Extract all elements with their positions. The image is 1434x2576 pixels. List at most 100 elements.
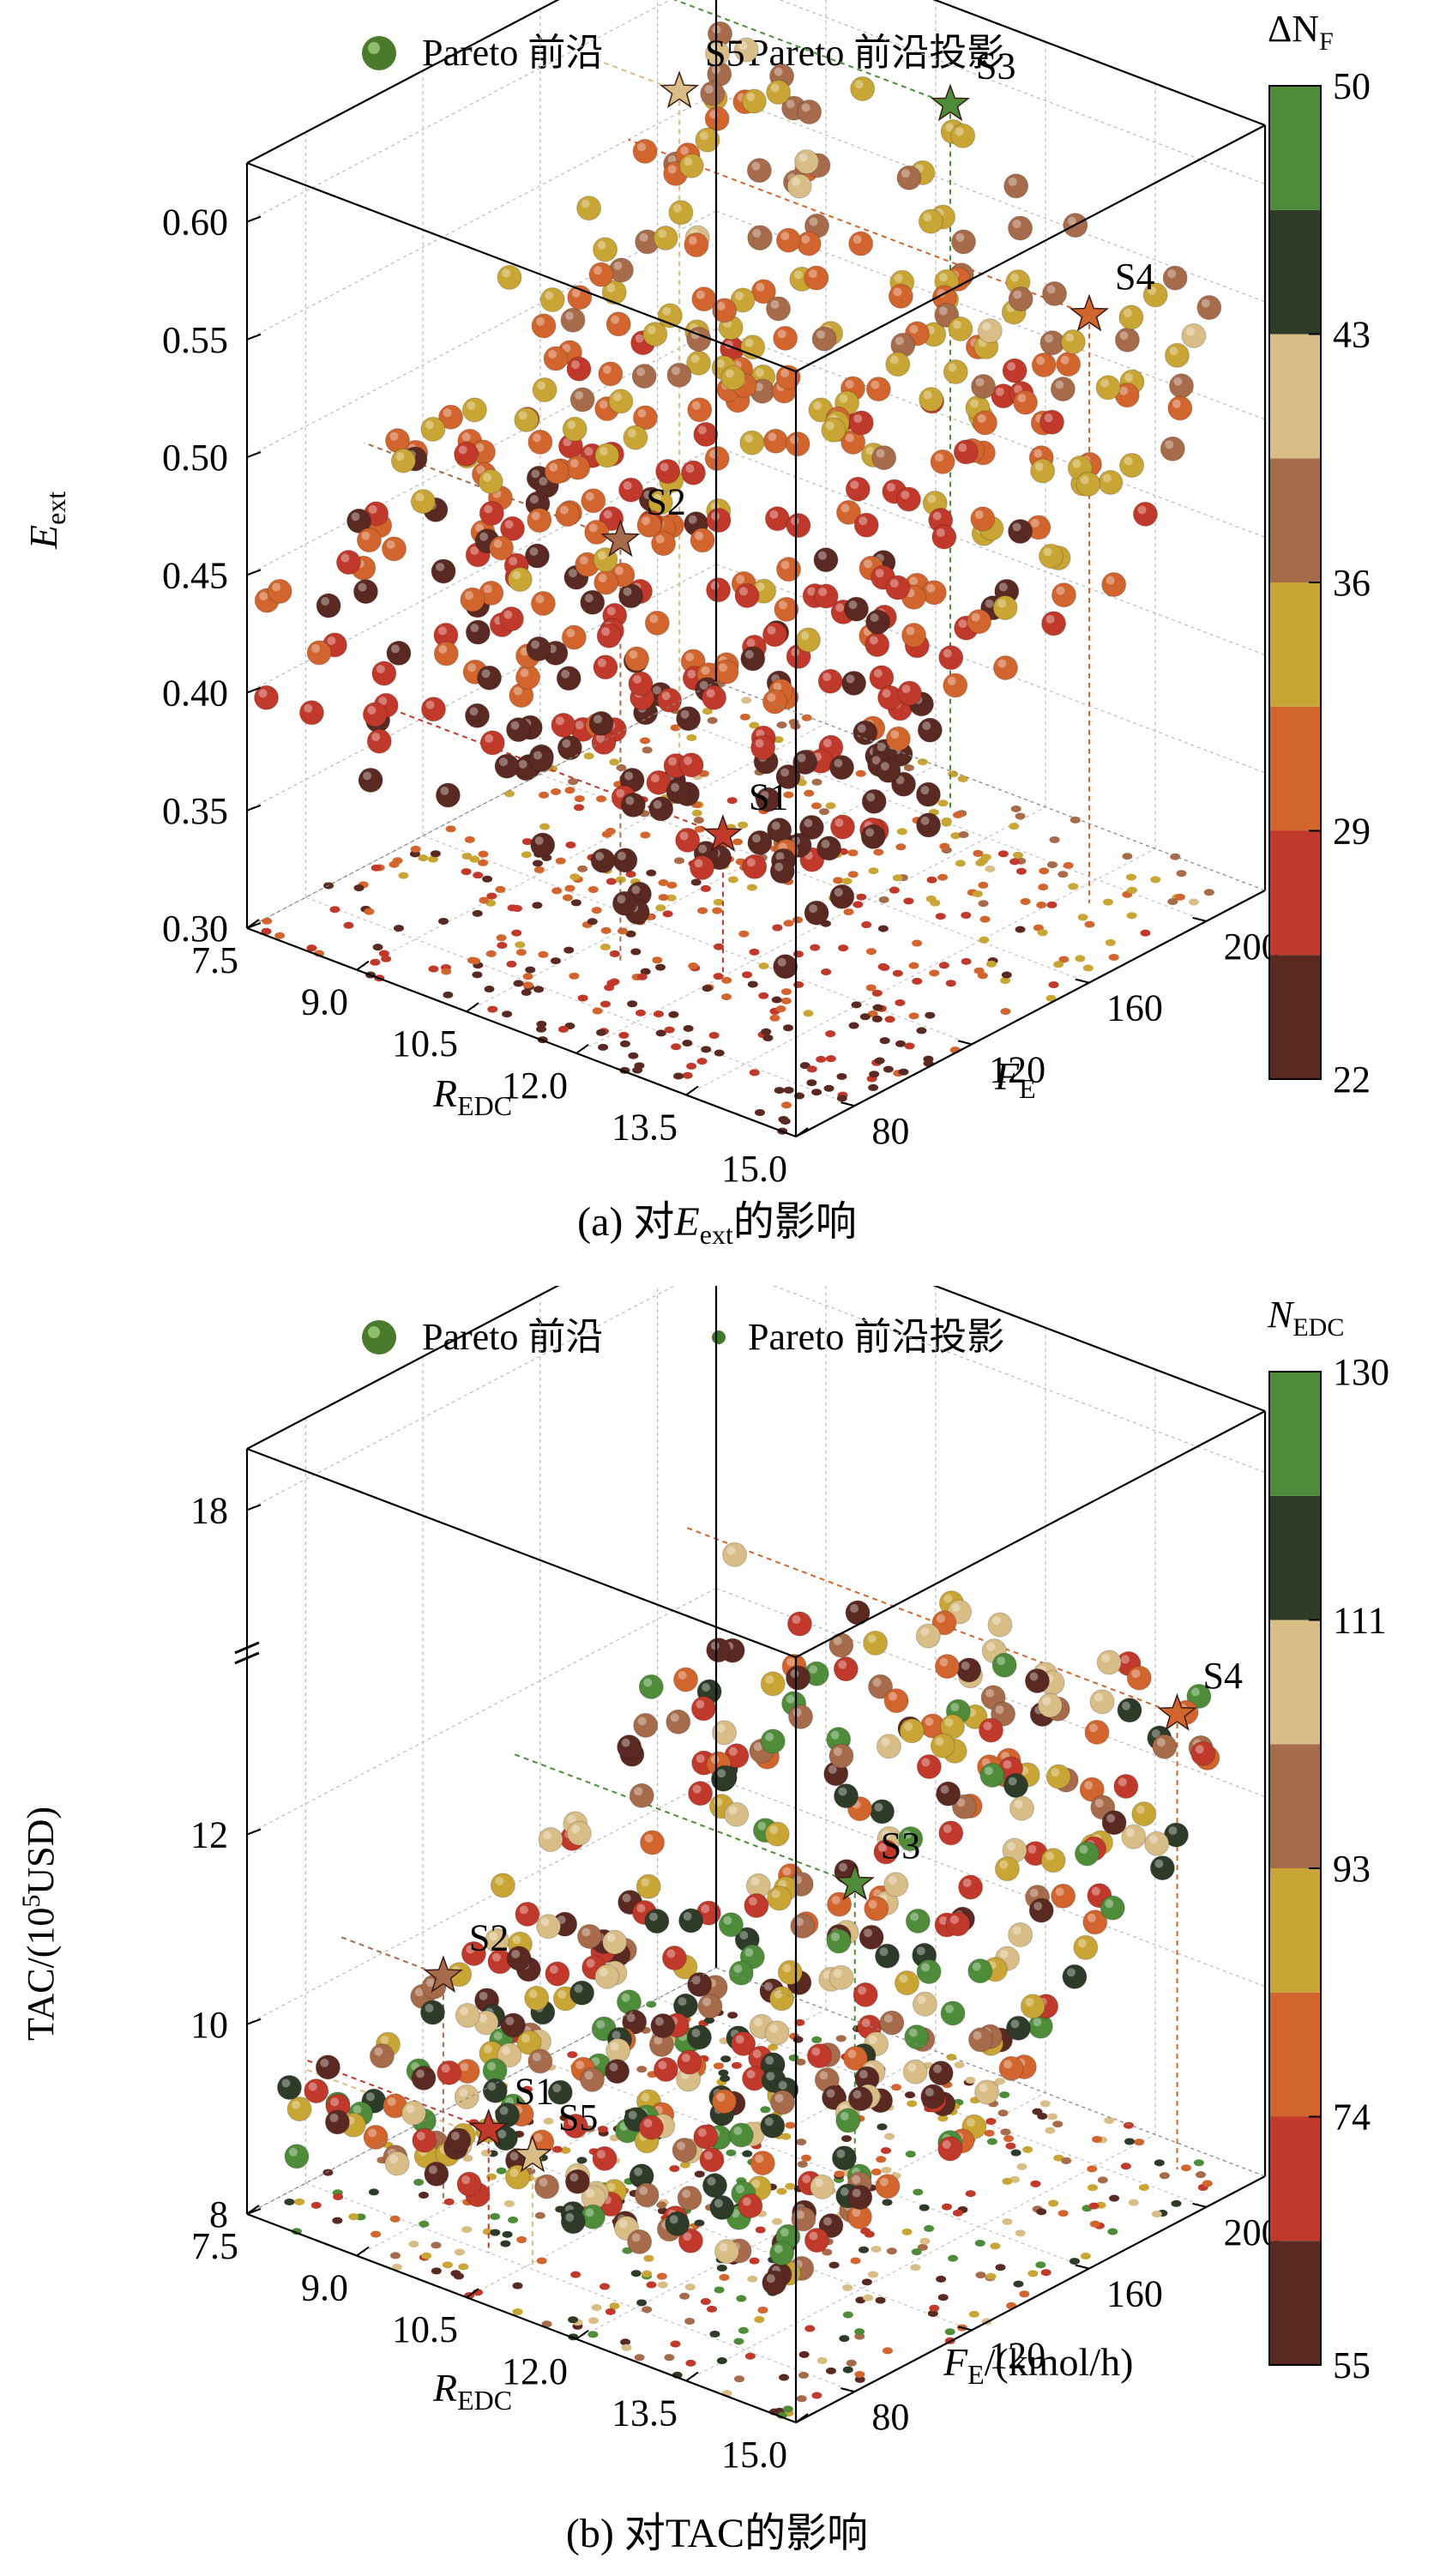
point-highlight: [961, 1661, 970, 1670]
projection-point: [1001, 971, 1012, 979]
point-highlight: [626, 2013, 636, 2023]
point-highlight: [899, 1974, 908, 1983]
pareto-point: [702, 2173, 727, 2199]
projection-point: [640, 737, 651, 745]
point-highlight: [738, 41, 748, 51]
pareto-point: [860, 823, 886, 849]
pareto-point: [276, 2074, 302, 2100]
projection-point: [666, 894, 677, 902]
point-highlight: [797, 753, 806, 763]
pareto-point: [547, 2079, 573, 2105]
projection-point: [797, 2161, 808, 2169]
projection-point: [912, 977, 923, 985]
pareto-point: [284, 2144, 310, 2169]
pareto-point: [728, 2122, 754, 2148]
pareto-point: [298, 700, 324, 726]
point-highlight: [792, 1708, 802, 1717]
point-highlight: [834, 888, 843, 897]
projection-point: [1077, 914, 1088, 921]
projection-point: [642, 746, 653, 754]
axis-edge: [246, 926, 797, 1138]
projection-point: [570, 899, 581, 907]
projection-point: [779, 2374, 790, 2381]
point-highlight: [502, 268, 511, 278]
projection-point: [985, 865, 996, 872]
point-highlight: [1046, 285, 1056, 294]
axis-break-mark: [234, 1651, 260, 1665]
pareto-point: [945, 1911, 971, 1937]
pareto-point: [847, 2185, 873, 2211]
pareto-point: [527, 2048, 553, 2074]
projection-point: [1015, 812, 1026, 820]
point-highlight: [943, 1594, 953, 1603]
pareto-point: [563, 2113, 588, 2139]
guide-line: [628, 138, 1090, 316]
projection-point: [1053, 2154, 1064, 2162]
point-highlight: [1008, 177, 1017, 186]
point-highlight: [1100, 378, 1110, 388]
projection-point: [1047, 861, 1058, 869]
projection-point: [353, 884, 365, 892]
pareto-point: [1003, 1773, 1029, 1799]
point-highlight: [807, 587, 816, 596]
projection-point: [410, 845, 421, 853]
projection-point: [329, 906, 340, 914]
projection-point: [776, 721, 787, 729]
pareto-point: [410, 489, 436, 515]
point-highlight: [746, 2070, 756, 2079]
projection-point: [1045, 2127, 1056, 2134]
projection-point: [1038, 884, 1049, 891]
projection-point: [952, 811, 963, 819]
pareto-point: [624, 646, 650, 672]
point-highlight: [1036, 356, 1045, 365]
x-tick-label: 7.5: [191, 2225, 238, 2267]
pareto-point: [859, 1924, 884, 1950]
projection-point: [1170, 853, 1181, 860]
point-highlight: [680, 146, 690, 155]
point-highlight: [1168, 1826, 1178, 1836]
pareto-point: [622, 2009, 648, 2035]
projection-point: [1063, 861, 1074, 869]
colorbar-tick-label: 22: [1333, 1059, 1371, 1101]
point-highlight: [599, 400, 608, 409]
pareto-point: [902, 2059, 928, 2084]
solution-label: S3: [976, 45, 1015, 87]
point-highlight: [612, 392, 622, 401]
point-highlight: [748, 1897, 757, 1906]
projection-point: [896, 828, 907, 836]
pareto-point: [592, 2145, 618, 2171]
projection-point: [903, 897, 914, 905]
point-highlight: [1014, 1800, 1023, 1809]
point-highlight: [1173, 377, 1183, 386]
projection-point: [634, 1062, 645, 1070]
pareto-point: [668, 200, 694, 226]
pareto-point: [316, 593, 341, 618]
point-highlight: [1102, 474, 1112, 483]
pareto-point: [700, 81, 726, 106]
pareto-point: [828, 1964, 854, 1990]
projection-point: [757, 2306, 768, 2314]
point-highlight: [440, 787, 449, 796]
point-highlight: [534, 836, 544, 846]
projection-point: [721, 976, 732, 984]
projection-point: [467, 956, 478, 964]
projection-point: [521, 988, 532, 996]
projection-point: [511, 905, 522, 913]
projection-point: [726, 2149, 737, 2157]
pareto-point: [775, 227, 801, 253]
projection-point: [985, 960, 997, 968]
projection-point: [673, 857, 684, 865]
projection-point: [799, 1062, 810, 1070]
point-highlight: [774, 2093, 784, 2102]
point-highlight: [499, 757, 509, 767]
point-highlight: [786, 1657, 796, 1667]
axis-edge: [932, 0, 1266, 127]
projection-point: [294, 2198, 305, 2205]
pareto-point: [813, 547, 839, 573]
point-highlight: [531, 469, 540, 479]
projection-point: [636, 2066, 648, 2073]
projection-point: [758, 992, 769, 999]
projection-point: [774, 1087, 785, 1095]
point-highlight: [733, 2126, 743, 2135]
projection-point: [522, 973, 533, 980]
